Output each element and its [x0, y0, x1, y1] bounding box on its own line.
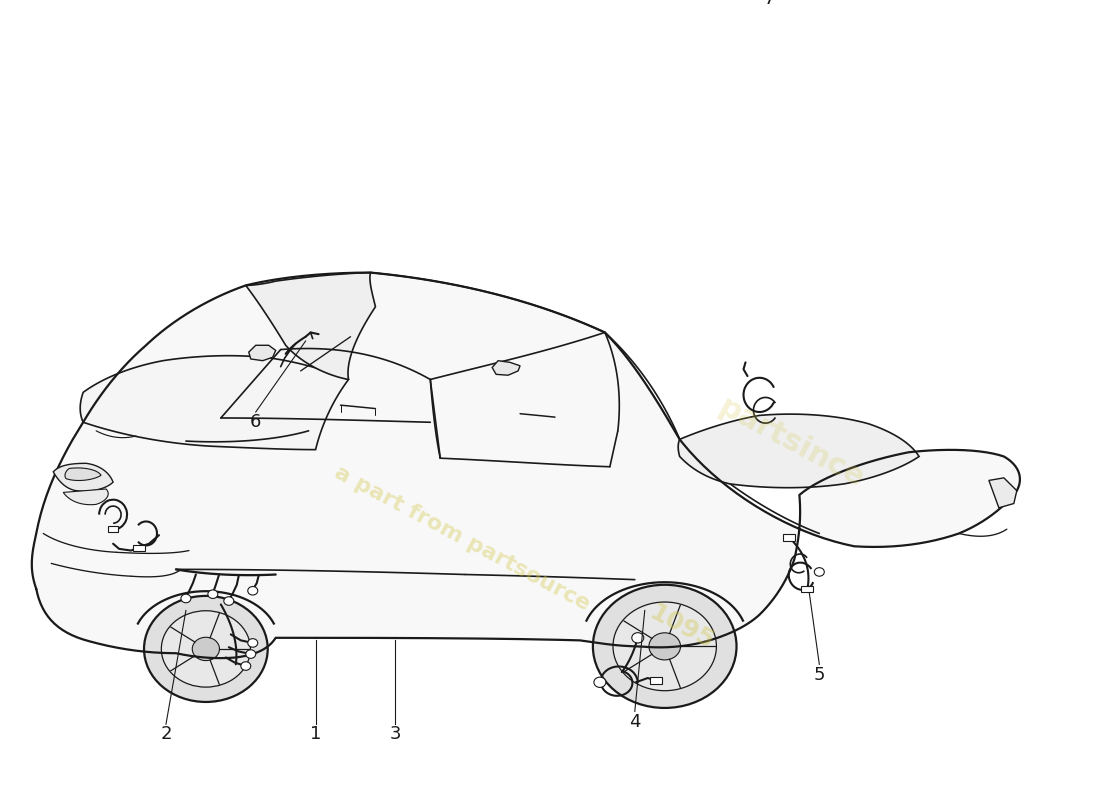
- Circle shape: [180, 594, 191, 602]
- Polygon shape: [249, 346, 276, 361]
- Circle shape: [248, 638, 257, 647]
- Circle shape: [631, 633, 644, 643]
- Circle shape: [223, 597, 234, 606]
- Text: 1: 1: [310, 726, 321, 743]
- Text: 5: 5: [814, 666, 825, 683]
- Bar: [108, 526, 118, 532]
- Circle shape: [144, 596, 267, 702]
- Text: 2: 2: [161, 726, 172, 743]
- Text: 3: 3: [389, 726, 402, 743]
- Polygon shape: [492, 361, 520, 375]
- Polygon shape: [245, 273, 375, 379]
- Circle shape: [594, 677, 606, 687]
- Text: 7: 7: [763, 0, 776, 8]
- Text: partsince: partsince: [714, 392, 869, 494]
- Bar: [650, 677, 662, 684]
- Circle shape: [613, 602, 716, 690]
- Circle shape: [192, 638, 220, 661]
- Circle shape: [245, 650, 255, 658]
- Polygon shape: [63, 489, 108, 505]
- Text: 6: 6: [250, 414, 262, 431]
- Polygon shape: [80, 356, 349, 450]
- Circle shape: [162, 610, 251, 687]
- Bar: [802, 586, 813, 593]
- Bar: [783, 534, 795, 541]
- Circle shape: [241, 662, 251, 670]
- Polygon shape: [65, 468, 101, 481]
- Polygon shape: [32, 273, 1020, 658]
- Text: a part from partsource: a part from partsource: [331, 462, 593, 614]
- Circle shape: [208, 590, 218, 598]
- Text: 4: 4: [629, 713, 640, 730]
- Text: 1095: 1095: [646, 601, 718, 654]
- Polygon shape: [679, 414, 920, 488]
- Polygon shape: [53, 463, 113, 491]
- Circle shape: [649, 633, 681, 660]
- Circle shape: [248, 586, 257, 595]
- Circle shape: [814, 568, 824, 576]
- Circle shape: [593, 585, 737, 708]
- Polygon shape: [989, 478, 1016, 508]
- Bar: [133, 545, 145, 551]
